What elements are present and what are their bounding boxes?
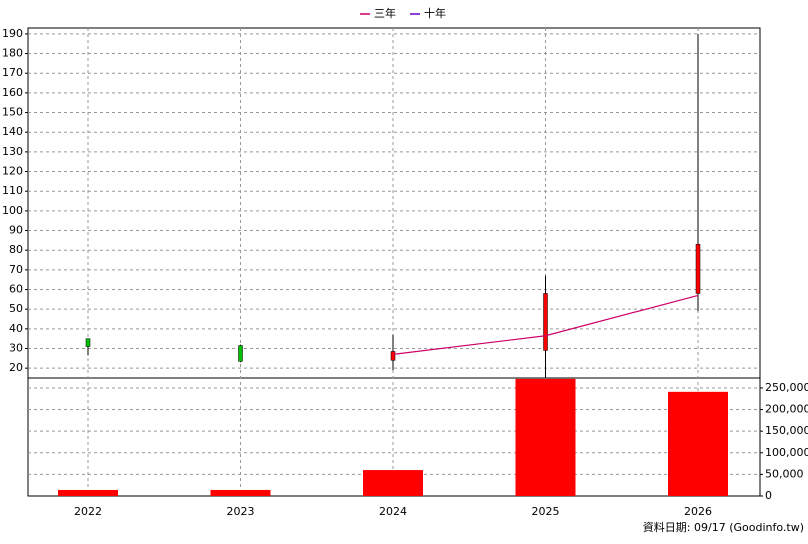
- y-tick-label: 90: [9, 224, 23, 237]
- x-tick-label: 2024: [379, 505, 407, 518]
- plot-frame: [27, 27, 761, 497]
- candle-body: [390, 351, 396, 361]
- candle-body: [543, 293, 548, 351]
- y-tick-label: 180: [2, 47, 23, 60]
- volume-bar: [210, 489, 271, 496]
- y-tick-label: 170: [2, 66, 23, 79]
- line-series: [392, 294, 699, 355]
- candle-body: [238, 345, 243, 362]
- y2-tick-label: 50,000: [765, 467, 804, 480]
- y-tick-label: 130: [2, 145, 23, 158]
- y-tick-label: 150: [2, 106, 23, 119]
- legend-label: 三年: [374, 6, 396, 20]
- y2-tick-label: 250,000: [765, 381, 808, 394]
- y2-tick-label: 0: [765, 489, 772, 502]
- y2-tick-label: 100,000: [765, 446, 808, 459]
- source-note: 資料日期: 09/17 (Goodinfo.tw): [643, 520, 804, 534]
- y-tick-label: 40: [9, 322, 23, 335]
- x-tick-label: 2026: [684, 505, 712, 518]
- legend-label: 十年: [424, 6, 446, 20]
- y-tick-label: 70: [9, 263, 23, 276]
- y-tick-label: 60: [9, 283, 23, 296]
- y-tick-label: 80: [9, 243, 23, 256]
- y-tick-label: 110: [2, 184, 23, 197]
- y-tick-label: 100: [2, 204, 23, 217]
- y-tick-label: 190: [2, 27, 23, 40]
- volume-bar: [515, 378, 576, 496]
- volume-bar: [58, 489, 118, 496]
- y-tick-label: 20: [9, 361, 23, 374]
- candle-body: [85, 338, 91, 347]
- x-tick-label: 2022: [74, 505, 102, 518]
- y-tick-label: 160: [2, 86, 23, 99]
- y2-tick-label: 200,000: [765, 403, 808, 416]
- y-tick-label: 120: [2, 165, 23, 178]
- volume-bar: [668, 391, 728, 496]
- x-tick-label: 2023: [227, 505, 255, 518]
- y-tick-label: 30: [9, 342, 23, 355]
- y-tick-label: 50: [9, 302, 23, 315]
- volume-bar: [363, 470, 423, 496]
- x-tick-label: 2025: [532, 505, 560, 518]
- y2-tick-label: 150,000: [765, 424, 808, 437]
- candle-body: [695, 244, 701, 294]
- y-tick-label: 140: [2, 125, 23, 138]
